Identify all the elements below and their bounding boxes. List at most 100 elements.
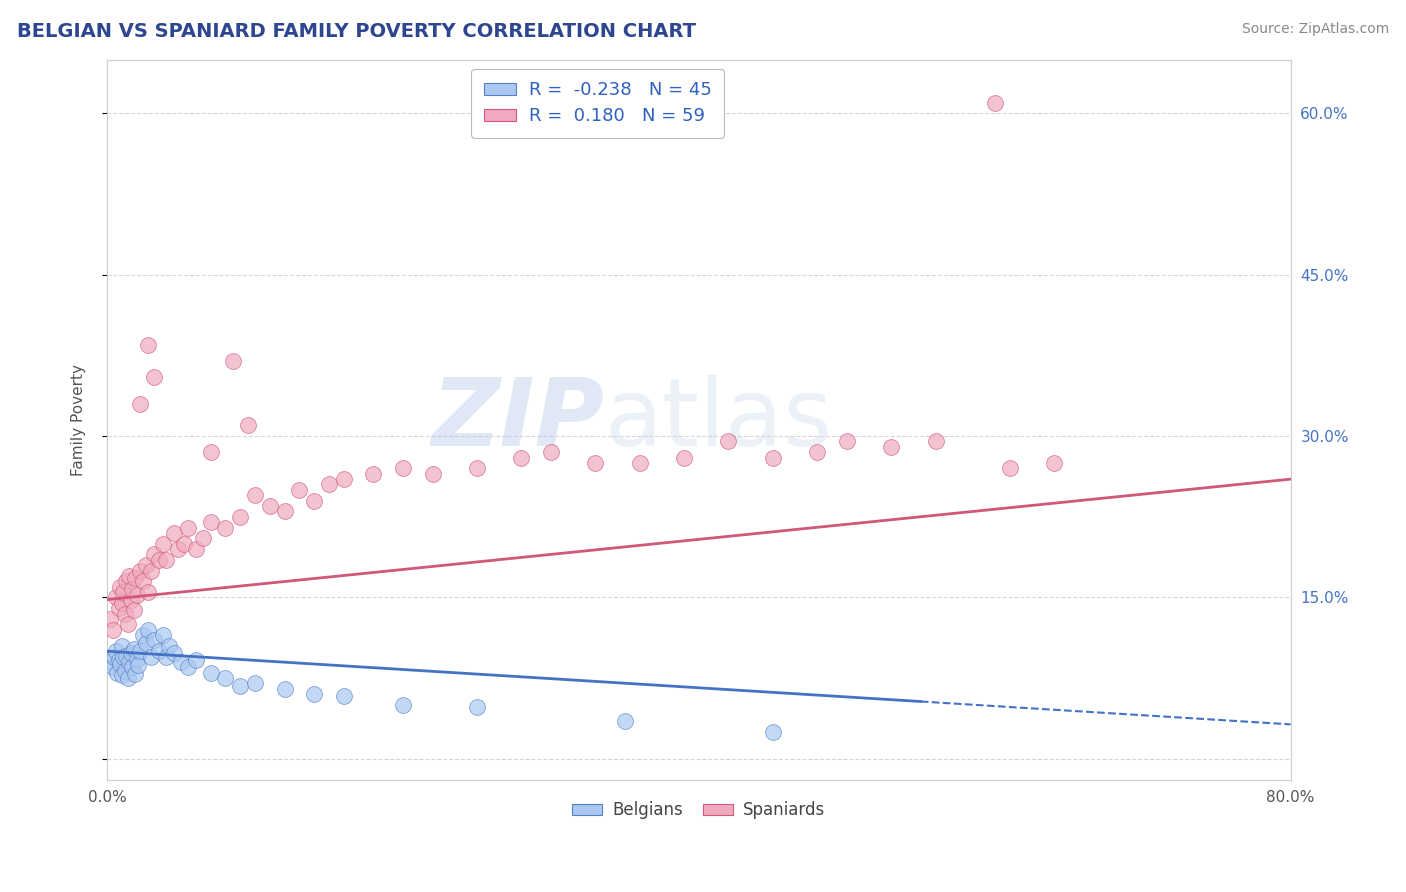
Point [124,571,146,585]
Text: Source: ZipAtlas.com: Source: ZipAtlas.com [1241,22,1389,37]
Point [157,639,180,653]
Point [177,660,200,674]
Point [155,553,177,567]
Point [214,671,236,685]
Point [152,628,174,642]
Point [141,564,163,578]
Point [1043,456,1066,470]
Point [120,592,142,607]
Point [101,660,124,674]
Point [117,671,139,685]
Point [101,623,124,637]
Point [998,461,1021,475]
Point [200,445,222,459]
Point [273,504,295,518]
Point [121,660,143,674]
Point [155,649,177,664]
Point [111,596,134,610]
Point [122,603,145,617]
Point [540,445,562,459]
Point [613,714,636,728]
Point [148,553,170,567]
Text: BELGIAN VS SPANIARD FAMILY POVERTY CORRELATION CHART: BELGIAN VS SPANIARD FAMILY POVERTY CORRE… [17,22,696,41]
Point [288,483,311,497]
Point [107,665,129,680]
Point [193,531,215,545]
Point [110,657,132,672]
Point [170,655,193,669]
Point [127,658,149,673]
Point [163,525,186,540]
Point [148,644,170,658]
Point [131,574,153,589]
Point [114,664,136,678]
Point [173,536,195,550]
Point [131,628,153,642]
Point [103,649,125,664]
Legend: Belgians, Spaniards: Belgians, Spaniards [565,795,832,826]
Point [143,370,166,384]
Point [465,461,488,475]
Point [118,569,141,583]
Point [115,648,138,663]
Point [167,542,190,557]
Point [98,612,121,626]
Point [121,582,143,596]
Point [363,467,385,481]
Point [229,679,252,693]
Point [880,440,903,454]
Point [135,558,157,573]
Point [104,591,127,605]
Point [108,601,131,615]
Text: ZIP: ZIP [432,374,605,466]
Point [104,644,127,658]
Point [583,456,606,470]
Point [177,520,200,534]
Point [135,635,157,649]
Text: atlas: atlas [605,374,832,466]
Point [983,95,1005,110]
Point [392,461,415,475]
Point [259,499,281,513]
Point [924,434,946,449]
Point [835,434,858,449]
Point [128,397,150,411]
Point [118,655,141,669]
Point [152,536,174,550]
Point [138,337,160,351]
Point [184,653,207,667]
Point [422,467,444,481]
Point [200,665,222,680]
Point [111,668,134,682]
Point [243,488,266,502]
Point [117,617,139,632]
Point [141,649,163,664]
Point [392,698,415,712]
Point [717,434,740,449]
Point [112,585,135,599]
Point [128,564,150,578]
Point [673,450,696,465]
Point [762,725,785,739]
Point [138,585,160,599]
Point [243,676,266,690]
Point [163,646,186,660]
Point [465,700,488,714]
Point [112,649,135,664]
Point [110,580,132,594]
Point [125,588,148,602]
Point [122,642,145,657]
Point [98,655,121,669]
Point [120,646,142,660]
Point [333,690,356,704]
Point [222,353,245,368]
Point [806,445,828,459]
Point [318,477,340,491]
Point [229,509,252,524]
Point [125,652,148,666]
Point [302,687,325,701]
Point [143,633,166,648]
Point [115,574,138,589]
Point [628,456,651,470]
Point [302,493,325,508]
